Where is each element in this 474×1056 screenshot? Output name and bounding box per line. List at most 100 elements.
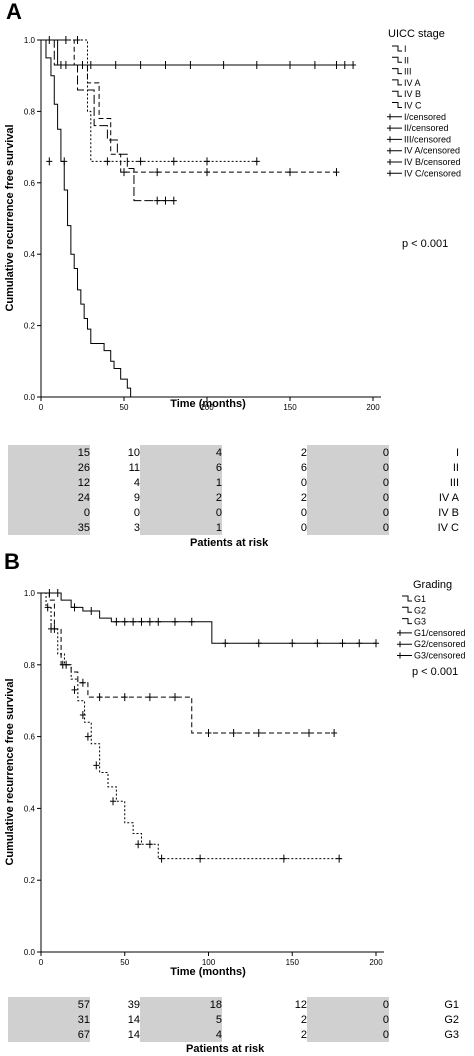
legend-swatch <box>392 45 402 52</box>
legend-swatch <box>387 147 402 154</box>
risk-cell: 0 <box>307 445 389 460</box>
risk-cell: 1 <box>140 475 222 490</box>
y-tick-label: 0.8 <box>24 107 36 116</box>
chart-b-pvalue: p < 0.001 <box>412 666 458 678</box>
legend-label: IV C <box>404 101 422 111</box>
risk-row-label: I <box>455 446 459 459</box>
censored-mark <box>112 60 119 69</box>
risk-cell: 2 <box>140 490 222 505</box>
censored-mark <box>71 685 78 694</box>
risk-cell: 0 <box>307 997 389 1012</box>
legend-label: G3 <box>414 617 426 627</box>
censored-mark <box>356 639 363 648</box>
risk-row: 15 10 4 2 0 I <box>8 445 465 460</box>
risk-row: 0 0 0 0 0 IV B <box>8 505 465 520</box>
risk-cell: 12 <box>8 475 90 490</box>
risk-row-label: IV B <box>438 506 459 519</box>
risk-cell: 0 <box>307 1027 389 1042</box>
survival-chart-a: Cumulative recurrence free survival Time… <box>4 28 461 412</box>
censored-mark <box>71 603 78 612</box>
x-tick-label: 150 <box>286 958 300 967</box>
risk-row: 57 39 18 12 0 G1 <box>8 997 465 1012</box>
censored-mark <box>93 761 100 770</box>
censored-mark <box>154 196 161 205</box>
censored-mark <box>280 854 287 863</box>
censored-mark <box>287 60 293 69</box>
legend-label: III <box>404 67 412 77</box>
y-tick-label: 0.4 <box>24 250 36 259</box>
censored-mark <box>146 840 153 849</box>
censored-mark <box>172 693 178 702</box>
censored-mark <box>336 854 343 863</box>
x-tick-label: 100 <box>202 958 216 967</box>
x-tick-label: 0 <box>39 403 44 412</box>
censored-mark <box>331 729 338 738</box>
censored-mark <box>306 729 312 738</box>
risk-row-label: G2 <box>444 1013 459 1026</box>
censored-mark <box>311 60 318 69</box>
censored-mark <box>255 729 262 738</box>
censored-mark <box>162 60 169 69</box>
risk-row-label: II <box>452 461 459 474</box>
censored-mark <box>197 854 204 863</box>
censored-mark <box>146 617 153 626</box>
chart-a-xlabel: Time (months) <box>170 398 246 410</box>
legend-label: III/censored <box>404 134 451 144</box>
censored-mark <box>79 711 86 720</box>
y-tick-label: 0.0 <box>24 948 36 957</box>
legend-label: G2 <box>414 605 426 615</box>
risk-cell: 0 <box>307 505 389 520</box>
survival-line-iii <box>41 39 337 173</box>
risk-cell: 0 <box>133 506 140 519</box>
risk-cell: 6 <box>300 461 307 474</box>
risk-row-label: G1 <box>444 998 459 1011</box>
censored-mark <box>287 168 293 177</box>
censored-mark <box>51 624 58 633</box>
risk-cell: 0 <box>300 521 307 534</box>
censored-mark <box>170 157 177 166</box>
survival-line-g2 <box>41 592 335 734</box>
chart-b-ylabel: Cumulative recurrence free survival <box>4 678 16 865</box>
risk-cell: 57 <box>8 997 90 1012</box>
censored-mark <box>54 589 61 597</box>
risk-cell: 0 <box>307 1012 389 1027</box>
risk-row: 24 9 2 2 0 IV A <box>8 490 465 505</box>
legend-swatch <box>392 90 402 97</box>
risk-row-label: IV A <box>438 491 459 504</box>
legend-label: G1/censored <box>414 628 466 638</box>
censored-mark <box>59 660 66 669</box>
x-tick-label: 50 <box>120 958 129 967</box>
x-tick-label: 200 <box>369 958 383 967</box>
censored-mark <box>110 797 117 806</box>
y-tick-label: 0.6 <box>24 733 36 742</box>
y-tick-label: 0.4 <box>24 804 36 813</box>
censored-mark <box>130 617 137 626</box>
panel-b-letter: B <box>4 549 20 574</box>
censored-mark <box>155 617 162 626</box>
risk-cell: 2 <box>300 491 307 504</box>
censored-mark <box>205 729 212 738</box>
risk-cell: 2 <box>300 446 307 459</box>
censored-mark <box>230 729 237 738</box>
x-tick-label: 100 <box>200 403 214 412</box>
risk-cell: 1 <box>140 520 222 535</box>
legend-label: IV C/censored <box>404 168 461 178</box>
survival-line-ii <box>41 39 257 162</box>
legend-swatch <box>392 68 402 75</box>
legend-swatch <box>402 606 412 613</box>
legend-swatch <box>387 136 402 143</box>
risk-cell: 6 <box>140 460 222 475</box>
censored-mark <box>333 168 340 177</box>
legend-label: II <box>404 55 409 65</box>
legend-swatch <box>392 56 402 63</box>
risk-cell: 0 <box>140 505 222 520</box>
survival-line-g3 <box>41 592 343 860</box>
risk-row: 31 14 5 2 0 G2 <box>8 1012 465 1027</box>
censored-mark <box>253 60 260 69</box>
risk-cell: 14 <box>127 1028 140 1041</box>
legend-label: G1 <box>414 594 426 604</box>
x-tick-label: 0 <box>39 958 44 967</box>
risk-cell: 0 <box>307 460 389 475</box>
